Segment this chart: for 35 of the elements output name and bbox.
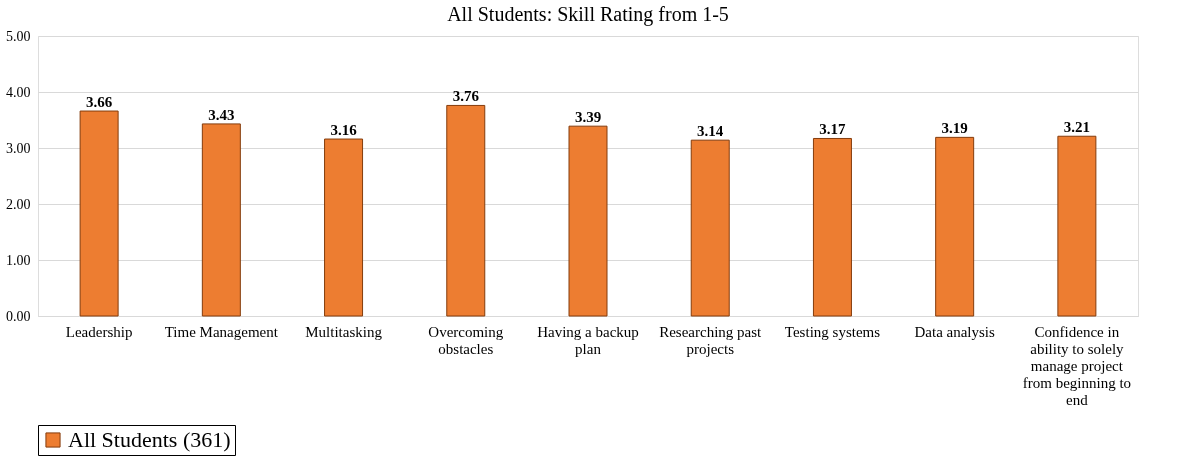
x-tick-label: Time Management <box>164 323 279 340</box>
data-label: 3.17 <box>819 121 847 138</box>
bar <box>324 138 364 317</box>
data-label: 3.39 <box>574 109 602 126</box>
x-tick-label: Data analysis <box>914 323 996 340</box>
y-tick-label: 4.00 <box>6 84 31 100</box>
bar <box>201 123 241 317</box>
bar <box>690 139 730 317</box>
data-label: 3.43 <box>208 106 235 123</box>
y-tick-label: 3.00 <box>6 140 31 156</box>
y-tick-label: 2.00 <box>6 196 31 212</box>
bar <box>1057 135 1097 317</box>
chart-title: All Students: Skill Rating from 1-5 <box>447 3 729 26</box>
x-tick-label: Confidence in ability to solely manage project from beginning to end <box>1022 323 1132 408</box>
data-label: 3.21 <box>1063 119 1091 136</box>
x-tick-label: Testing systems <box>784 323 881 340</box>
x-tick-label: Overcoming obstacles <box>428 323 504 357</box>
data-label: 3.14 <box>697 123 724 140</box>
bar <box>812 137 852 317</box>
y-tick-label: 0.00 <box>6 308 31 324</box>
data-label: 3.19 <box>941 120 968 137</box>
data-label: 3.16 <box>330 122 358 139</box>
x-tick-label: Researching past projects <box>659 323 763 357</box>
y-tick-label: 1.00 <box>6 252 31 268</box>
data-label: 3.66 <box>85 94 113 111</box>
bar <box>446 104 486 317</box>
y-tick-label: 5.00 <box>6 28 31 44</box>
bar <box>935 136 975 317</box>
legend-label: All Students (361) <box>68 427 231 452</box>
x-tick-label: Leadership <box>65 323 133 340</box>
x-tick-label: Having a backup plan <box>537 323 639 357</box>
bar <box>568 125 608 317</box>
data-label: 3.76 <box>452 88 480 105</box>
x-tick-label: Multitasking <box>305 323 383 340</box>
bar <box>79 110 119 317</box>
